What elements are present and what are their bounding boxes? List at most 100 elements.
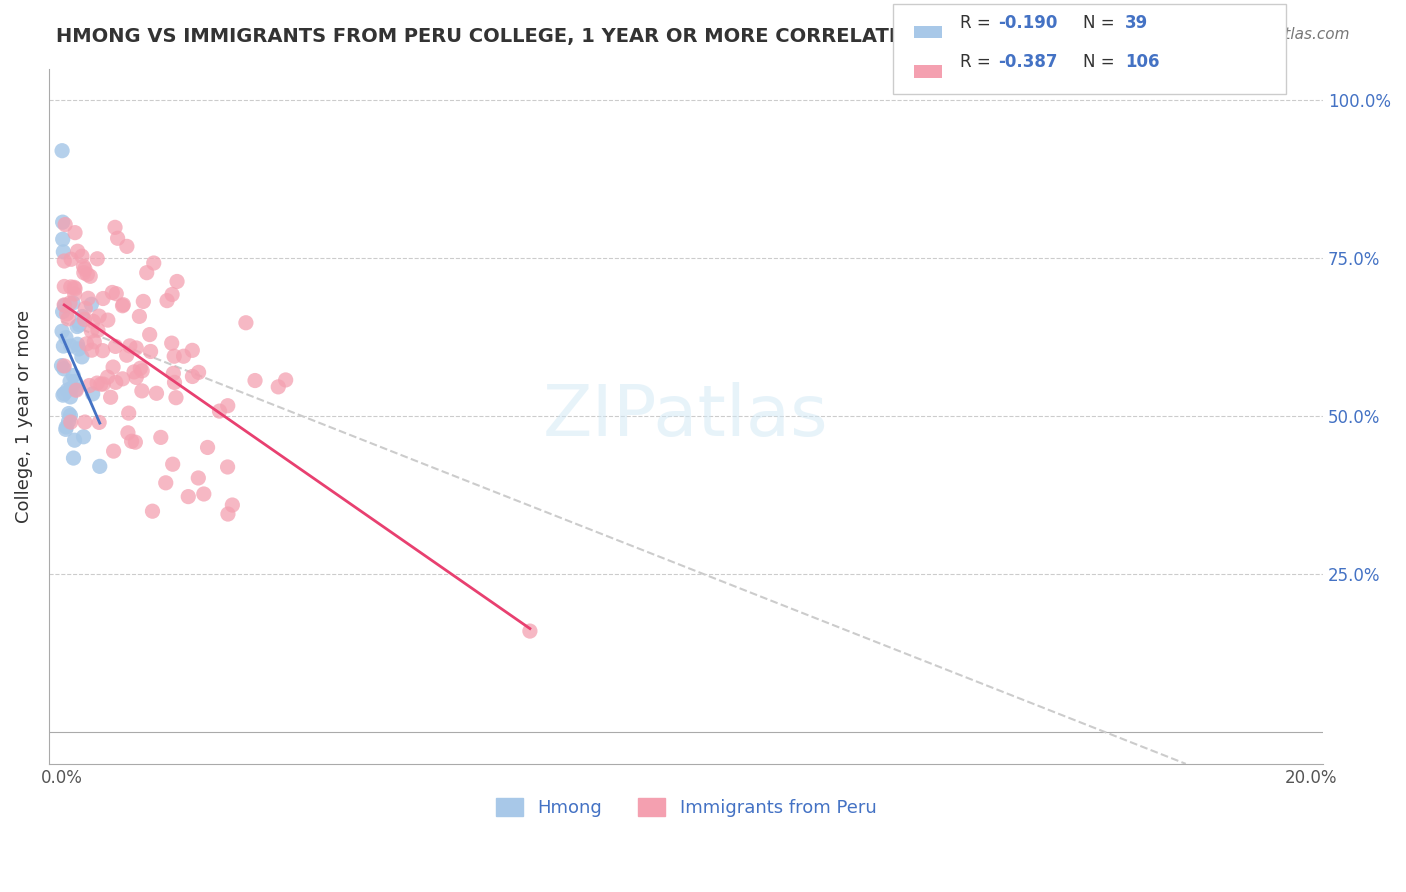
Hmong	[52, 388, 75, 402]
Immigrants from Peru	[117, 425, 139, 440]
Y-axis label: College, 1 year or more: College, 1 year or more	[15, 310, 32, 523]
Hmong	[59, 390, 82, 404]
Immigrants from Peru	[165, 391, 187, 405]
Hmong	[67, 342, 90, 356]
Immigrants from Peru	[63, 280, 86, 294]
Immigrants from Peru	[193, 487, 215, 501]
Immigrants from Peru	[142, 256, 165, 270]
Immigrants from Peru	[111, 299, 134, 313]
Immigrants from Peru	[80, 343, 103, 358]
Hmong	[59, 375, 82, 389]
Immigrants from Peru	[59, 296, 82, 310]
Hmong	[52, 304, 75, 318]
Immigrants from Peru	[163, 349, 186, 363]
Hmong	[65, 375, 87, 389]
Immigrants from Peru	[63, 226, 86, 240]
Immigrants from Peru	[105, 286, 128, 301]
Immigrants from Peru	[129, 361, 152, 376]
Hmong	[72, 310, 94, 324]
Immigrants from Peru	[187, 471, 209, 485]
Hmong	[51, 144, 73, 158]
Hmong	[67, 318, 90, 332]
Immigrants from Peru	[197, 441, 219, 455]
Immigrants from Peru	[139, 344, 162, 359]
Immigrants from Peru	[101, 285, 124, 300]
Immigrants from Peru	[73, 266, 96, 280]
Hmong	[58, 414, 80, 428]
Immigrants from Peru	[75, 301, 97, 316]
Hmong	[82, 387, 104, 401]
Immigrants from Peru	[135, 266, 157, 280]
Immigrants from Peru	[65, 384, 87, 398]
Hmong	[62, 296, 84, 310]
Immigrants from Peru	[59, 280, 82, 294]
Immigrants from Peru	[118, 339, 141, 353]
Immigrants from Peru	[243, 374, 266, 388]
Hmong	[52, 339, 75, 353]
Text: N =: N =	[1083, 54, 1119, 71]
Immigrants from Peru	[76, 268, 98, 282]
Immigrants from Peru	[89, 416, 111, 430]
Immigrants from Peru	[149, 430, 172, 444]
Hmong	[55, 330, 77, 344]
Immigrants from Peru	[76, 336, 98, 351]
Immigrants from Peru	[63, 282, 86, 296]
Hmong	[62, 451, 84, 466]
Hmong	[59, 409, 82, 423]
Immigrants from Peru	[104, 220, 127, 235]
Immigrants from Peru	[77, 291, 100, 305]
Immigrants from Peru	[115, 239, 138, 253]
Immigrants from Peru	[221, 498, 243, 512]
Text: N =: N =	[1083, 14, 1119, 32]
Immigrants from Peru	[53, 298, 76, 312]
Immigrants from Peru	[91, 292, 114, 306]
Hmong	[89, 459, 111, 474]
Immigrants from Peru	[208, 404, 231, 418]
Immigrants from Peru	[121, 434, 143, 449]
Immigrants from Peru	[73, 415, 96, 429]
Immigrants from Peru	[53, 359, 76, 373]
Immigrants from Peru	[141, 504, 163, 518]
Immigrants from Peru	[80, 324, 103, 338]
Immigrants from Peru	[181, 343, 204, 358]
Immigrants from Peru	[73, 312, 96, 326]
Immigrants from Peru	[112, 298, 135, 312]
Hmong	[70, 350, 93, 364]
Hmong	[53, 386, 76, 401]
Immigrants from Peru	[72, 260, 94, 274]
Hmong	[53, 299, 76, 313]
Immigrants from Peru	[79, 269, 101, 284]
Immigrants from Peru	[100, 390, 122, 404]
Immigrants from Peru	[79, 378, 101, 392]
Text: HMONG VS IMMIGRANTS FROM PERU COLLEGE, 1 YEAR OR MORE CORRELATION CHART: HMONG VS IMMIGRANTS FROM PERU COLLEGE, 1…	[56, 27, 1010, 45]
Immigrants from Peru	[166, 275, 188, 289]
Immigrants from Peru	[55, 307, 77, 321]
Hmong	[52, 215, 75, 229]
Immigrants from Peru	[103, 444, 125, 458]
Immigrants from Peru	[217, 507, 239, 521]
Text: R =: R =	[960, 14, 997, 32]
Text: -0.387: -0.387	[998, 54, 1057, 71]
Immigrants from Peru	[173, 349, 195, 363]
Immigrants from Peru	[217, 399, 239, 413]
Immigrants from Peru	[60, 252, 83, 267]
Immigrants from Peru	[217, 460, 239, 475]
Immigrants from Peru	[125, 370, 148, 384]
Immigrants from Peru	[66, 244, 89, 259]
Immigrants from Peru	[87, 323, 110, 337]
Immigrants from Peru	[124, 435, 146, 450]
Immigrants from Peru	[91, 343, 114, 358]
Immigrants from Peru	[138, 327, 160, 342]
Hmong	[59, 339, 82, 353]
Hmong	[72, 430, 94, 444]
Immigrants from Peru	[187, 365, 209, 379]
Immigrants from Peru	[155, 475, 177, 490]
Immigrants from Peru	[104, 339, 127, 353]
Immigrants from Peru	[90, 377, 112, 392]
Hmong	[66, 319, 89, 334]
Immigrants from Peru	[160, 336, 183, 351]
Hmong	[62, 368, 84, 383]
Hmong	[52, 244, 75, 259]
Text: Source: ZipAtlas.com: Source: ZipAtlas.com	[1187, 27, 1350, 42]
Immigrants from Peru	[93, 377, 115, 392]
